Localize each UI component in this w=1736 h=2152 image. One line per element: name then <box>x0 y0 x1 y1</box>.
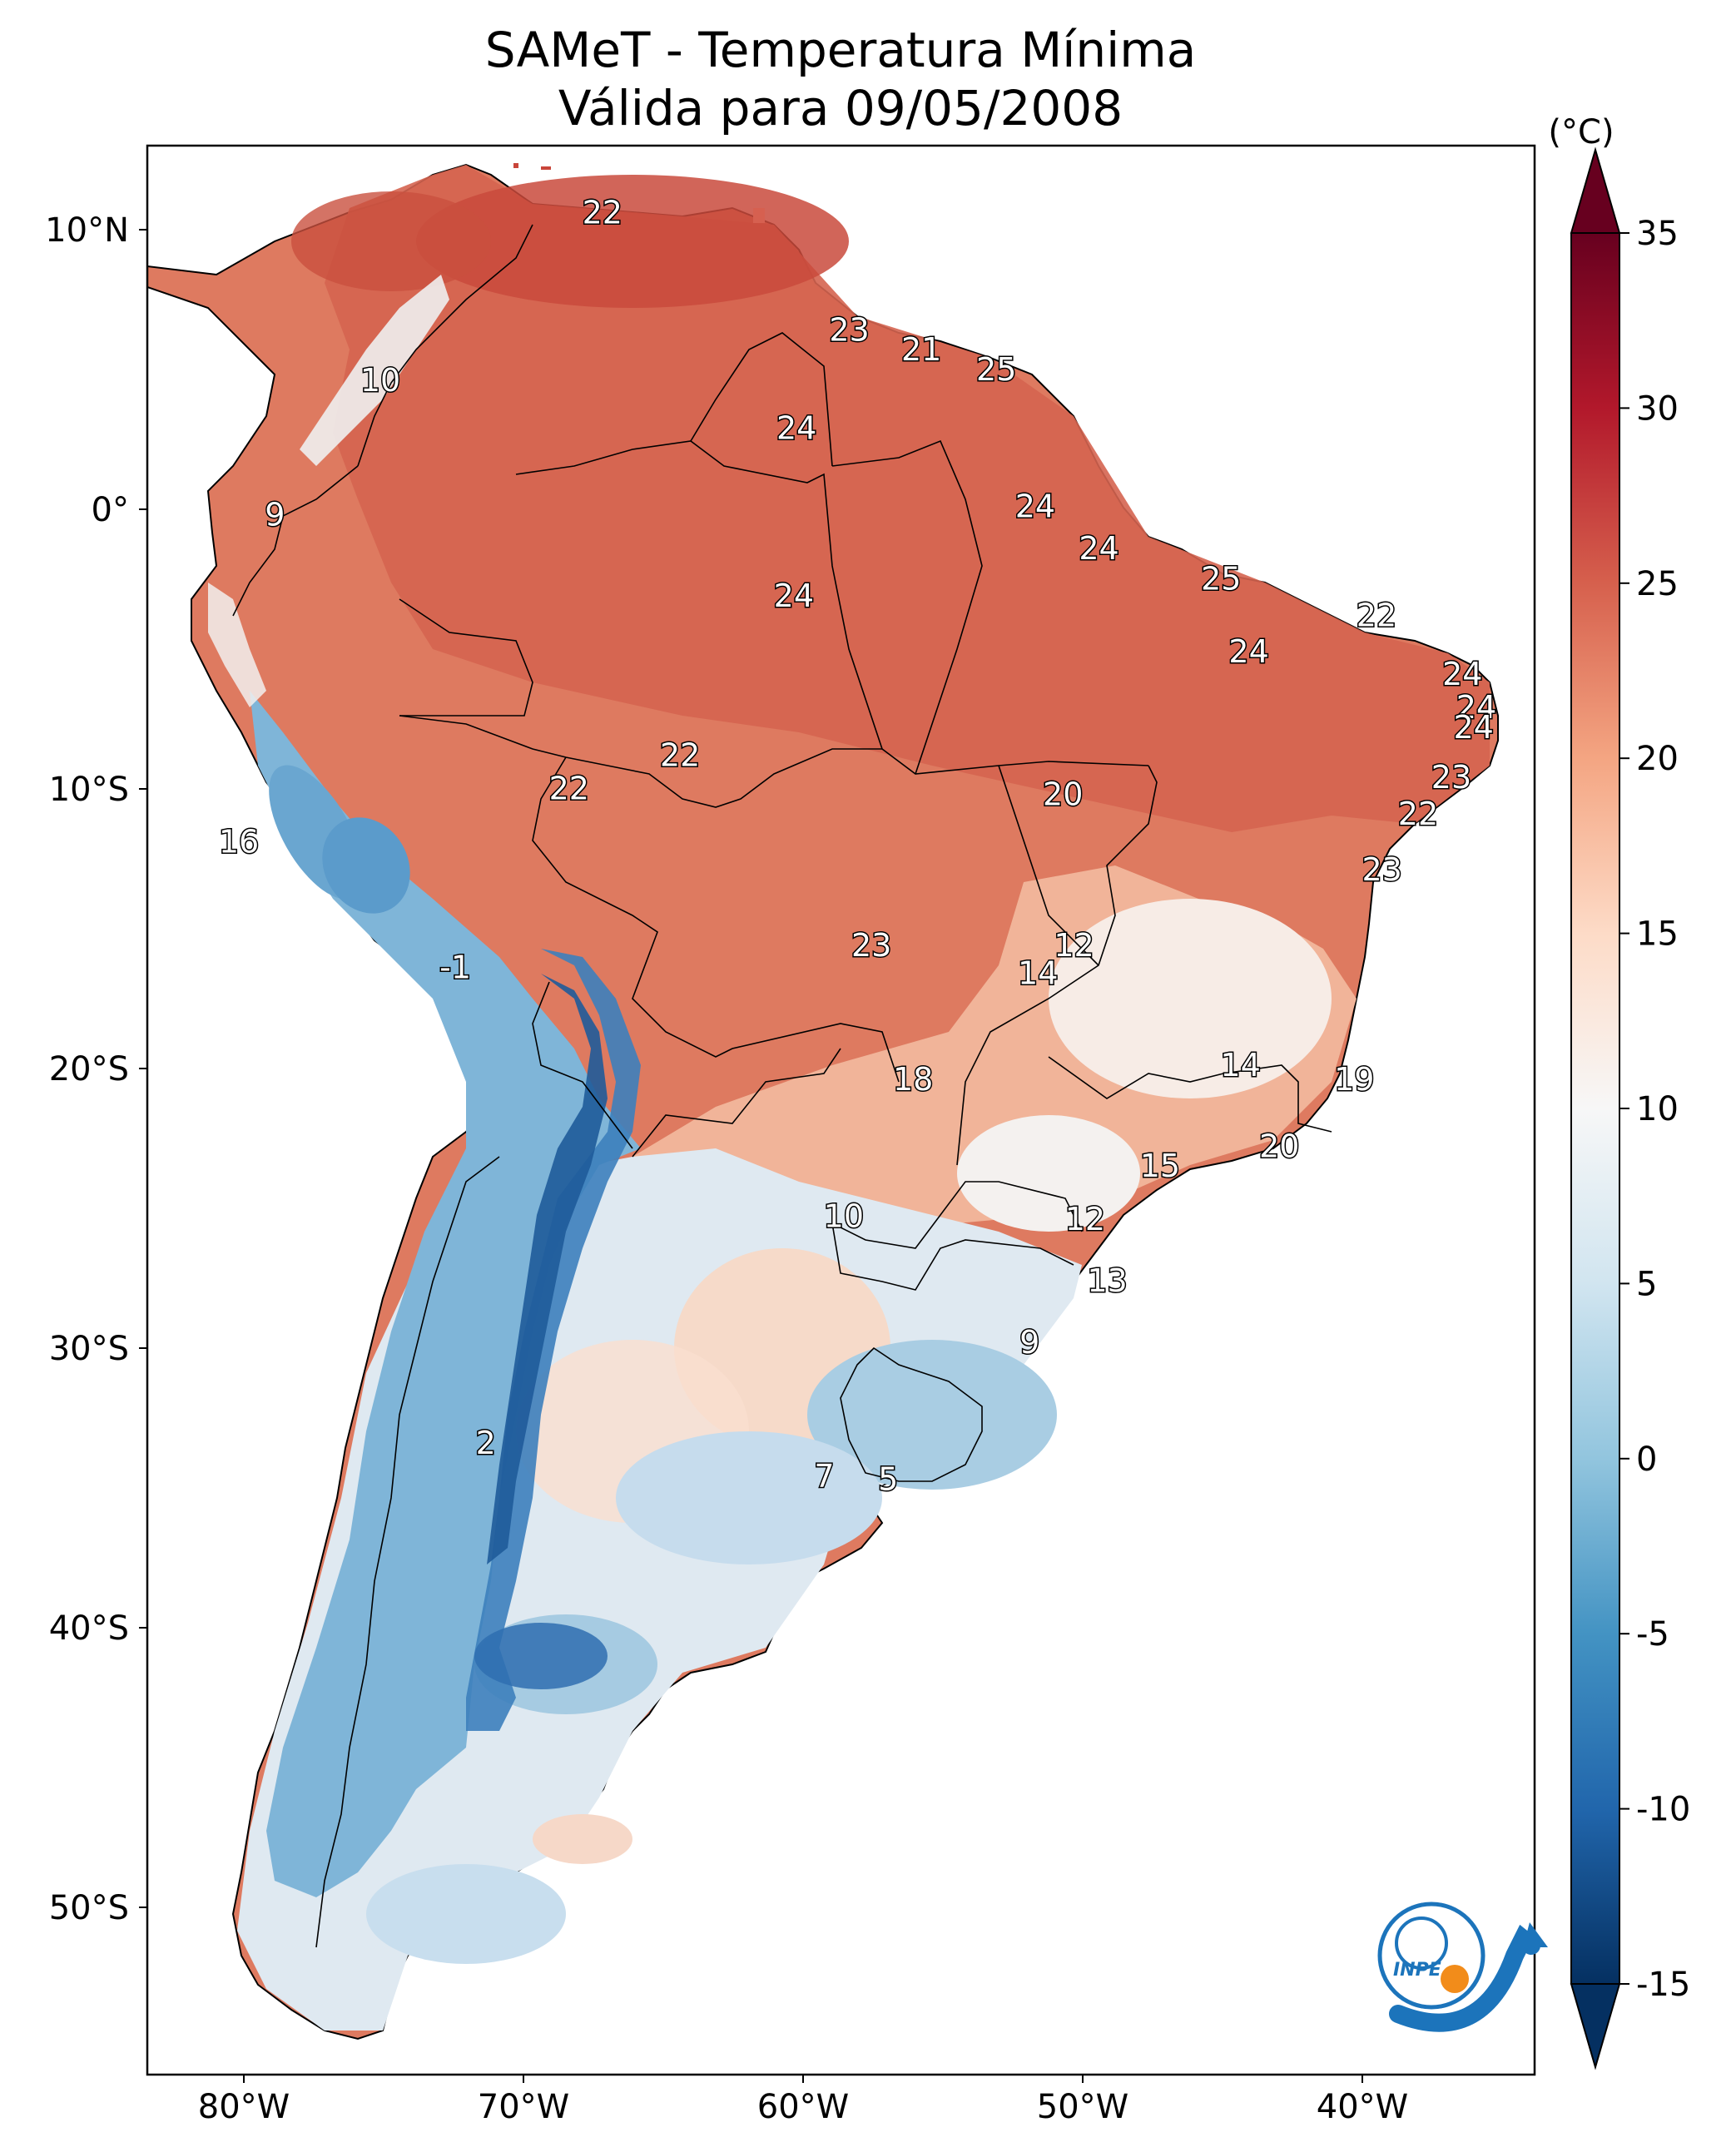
station-value-label: 10 <box>360 362 400 399</box>
station-value-label: 19 <box>1334 1061 1374 1098</box>
station-value-label: 22 <box>1357 597 1396 633</box>
inpe-logo: INPE <box>1377 1902 1548 2032</box>
amazon-hot-region <box>325 165 1490 832</box>
colorbar: (°C) 35 30 25 20 15 10 5 0 -5 -10 -15 <box>1548 113 1690 2070</box>
y-tick-label: 40°S <box>49 1609 129 1648</box>
station-value-label: 15 <box>1140 1148 1180 1184</box>
station-value-label: 23 <box>1362 851 1401 888</box>
colorbar-tick-label: -15 <box>1636 1966 1690 2004</box>
station-value-label: 22 <box>660 736 700 773</box>
station-value-label: 2 <box>476 1425 496 1461</box>
station-value-label: 5 <box>878 1460 898 1497</box>
colorbar-tick-label: 30 <box>1636 389 1679 428</box>
colorbar-tick-label: -10 <box>1636 1791 1690 1829</box>
station-value-label: 7 <box>814 1458 834 1495</box>
colorbar-tick-label: 15 <box>1636 915 1679 954</box>
station-value-label: 24 <box>1442 656 1482 692</box>
station-value-label: 23 <box>1431 759 1471 796</box>
station-value-label: 22 <box>549 771 589 807</box>
station-value-label: -1 <box>439 950 471 986</box>
x-tick-label: 60°W <box>757 2088 849 2126</box>
colorbar-tick-label: 25 <box>1636 565 1679 603</box>
station-value-label: 20 <box>1043 776 1083 812</box>
station-value-label: 14 <box>1220 1047 1260 1083</box>
station-value-label: 25 <box>1201 561 1241 598</box>
colorbar-tick-label: 0 <box>1636 1440 1657 1479</box>
logo-text: INPE <box>1393 1960 1441 1981</box>
axis-ticks <box>139 229 1363 2083</box>
station-value-label: 9 <box>265 496 285 533</box>
station-value-label: 14 <box>1018 955 1058 991</box>
station-value-label: 22 <box>1398 796 1438 832</box>
station-value-label: 24 <box>1079 530 1118 567</box>
station-value-label: 18 <box>893 1061 933 1098</box>
x-tick-label: 80°W <box>198 2088 290 2126</box>
station-value-label: 24 <box>1015 488 1055 524</box>
y-tick-label: 50°S <box>49 1889 129 1927</box>
station-value-label: 24 <box>776 409 816 446</box>
x-tick-label: 50°W <box>1037 2088 1128 2126</box>
colorbar-min-arrow <box>1570 1983 1621 2070</box>
station-value-label: 23 <box>851 927 891 964</box>
station-value-label: 24 <box>1228 633 1268 670</box>
station-value-label: 9 <box>1019 1324 1039 1361</box>
y-tick-label: 10°N <box>45 211 129 250</box>
colorbar-tick-label: -5 <box>1636 1615 1669 1654</box>
map-subtitle: Válida para 09/05/2008 <box>558 80 1123 136</box>
station-value-label: 16 <box>219 823 259 860</box>
station-value-label: 24 <box>1453 709 1493 746</box>
station-value-label: 24 <box>774 578 814 614</box>
logo-orange-dot <box>1441 1965 1469 1993</box>
political-borders <box>232 224 1332 1948</box>
andes-cold-region <box>250 691 641 1897</box>
station-value-label: 10 <box>824 1198 864 1235</box>
y-tick-label: 0° <box>92 491 129 529</box>
colorbar-tick-label: 35 <box>1636 215 1679 253</box>
colorbar-tick-label: 20 <box>1636 740 1679 778</box>
station-value-label: 12 <box>1065 1201 1105 1237</box>
station-value-label: 23 <box>829 312 869 349</box>
map-frame <box>146 144 1536 2076</box>
temperature-field <box>147 163 1499 2040</box>
colorbar-tick-label: 5 <box>1636 1265 1657 1303</box>
y-tick-label: 30°S <box>49 1330 129 1368</box>
y-tick-label: 10°S <box>49 771 129 809</box>
station-value-label: 25 <box>976 351 1016 388</box>
station-value-label: 20 <box>1259 1128 1299 1165</box>
colorbar-tick-label: 10 <box>1636 1090 1679 1128</box>
x-tick-label: 40°W <box>1317 2088 1408 2126</box>
map-title: SAMeT - Temperatura Mínima <box>484 22 1197 78</box>
y-tick-label: 20°S <box>49 1050 129 1088</box>
colorbar-max-arrow <box>1570 146 1621 234</box>
station-value-label: 22 <box>583 195 622 231</box>
station-value-label: 12 <box>1054 927 1094 964</box>
station-value-label: 24 <box>1456 689 1496 726</box>
station-value-label: 21 <box>901 331 941 368</box>
station-value-label: 13 <box>1087 1262 1127 1299</box>
x-tick-label: 70°W <box>478 2088 569 2126</box>
colorbar-unit: (°C) <box>1548 113 1614 151</box>
colorbar-gradient <box>1571 233 1619 1984</box>
